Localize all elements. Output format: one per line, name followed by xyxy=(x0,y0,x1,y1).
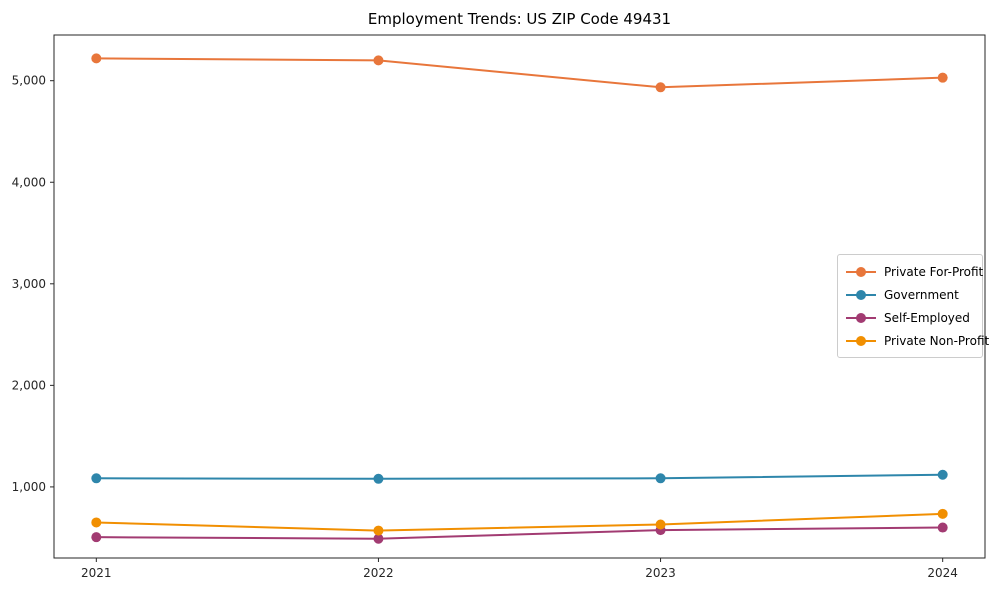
x-tick-label: 2023 xyxy=(645,566,676,580)
axes-frame xyxy=(53,34,986,559)
legend-label: Private Non-Profit xyxy=(884,333,990,348)
legend-item: Private For-Profit xyxy=(845,260,983,283)
data-point-private-for-profit xyxy=(937,72,948,83)
data-point-private-for-profit xyxy=(373,55,384,66)
data-point-government xyxy=(655,473,666,484)
legend: Private For-Profit Government Self-Employe… xyxy=(837,254,989,358)
y-tick-label: 5,000 xyxy=(12,74,46,88)
data-point-private-non-profit xyxy=(91,517,102,528)
data-point-self-employed xyxy=(91,532,102,543)
x-tick-label: 2022 xyxy=(363,566,394,580)
data-point-government xyxy=(373,473,384,484)
y-tick-label: 2,000 xyxy=(12,378,46,392)
data-point-self-employed xyxy=(373,533,384,544)
data-point-private-non-profit xyxy=(937,508,948,519)
series-line-government xyxy=(96,473,943,480)
legend-label: Government xyxy=(884,287,959,302)
x-tick-label: 2024 xyxy=(927,566,958,580)
series-line-private-non-profit xyxy=(96,512,943,532)
legend-label: Self-Employed xyxy=(884,310,970,325)
legend-marker-icon xyxy=(846,289,876,300)
y-tick-label: 4,000 xyxy=(12,175,46,189)
data-point-self-employed xyxy=(937,522,948,533)
legend-marker-icon xyxy=(846,335,876,346)
legend-marker-icon xyxy=(846,312,876,323)
x-tick-label: 2021 xyxy=(81,566,112,580)
legend-item: Private Non-Profit xyxy=(845,329,989,352)
data-point-government xyxy=(937,469,948,480)
data-point-private-for-profit xyxy=(655,82,666,93)
y-tick-label: 3,000 xyxy=(12,277,46,291)
data-point-government xyxy=(91,473,102,484)
data-point-private-for-profit xyxy=(91,53,102,64)
data-point-private-non-profit xyxy=(655,519,666,530)
series-line-self-employed xyxy=(96,526,943,540)
legend-item: Government xyxy=(845,283,975,306)
legend-item: Self-Employed xyxy=(845,306,975,329)
chart-title: Employment Trends: US ZIP Code 49431 xyxy=(367,10,672,28)
series-line-private-for-profit xyxy=(96,57,943,89)
y-tick-label: 1,000 xyxy=(12,480,46,494)
data-point-private-non-profit xyxy=(373,525,384,536)
legend-marker-icon xyxy=(846,266,876,277)
legend-label: Private For-Profit xyxy=(884,264,984,279)
